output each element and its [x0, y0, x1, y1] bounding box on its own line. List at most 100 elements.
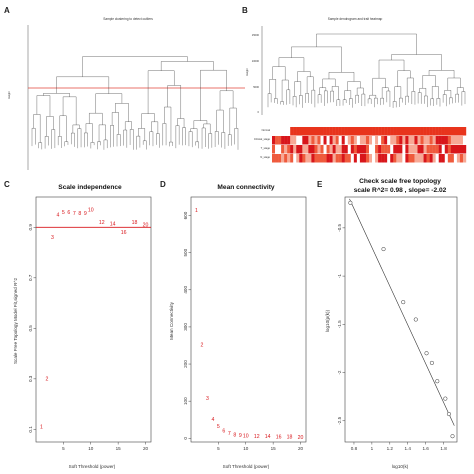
- panel-a: A Sample clustering to detect outliers H…: [4, 6, 245, 170]
- heatmap-cell-r3-c56: [441, 154, 445, 163]
- dendro-b-link-37: [331, 86, 339, 100]
- dendro-a-link-46: [216, 109, 224, 133]
- heatmap-cell-r1-c40: [393, 136, 397, 145]
- plot-e-point-4: [424, 351, 429, 356]
- heatmap-cell-r3-c39: [390, 154, 394, 163]
- heatmap-cell-r1-c30: [362, 136, 367, 145]
- heatmap-cell-r1-c23: [341, 136, 345, 145]
- heatmap-cell-r0-c60: [453, 127, 458, 136]
- heatmap-cell-r1-c9: [299, 136, 303, 145]
- plot-d-xtick-label-2: 15: [271, 446, 277, 451]
- plot-c-xtick-label-2: 15: [116, 446, 122, 451]
- plot-e-ytick-label-0: -2.5: [337, 416, 342, 424]
- heatmap-cell-r1-c44: [405, 136, 409, 145]
- dendro-a-link-39: [125, 121, 132, 131]
- heatmap-cell-r2-c43: [402, 145, 406, 154]
- plot-e-point-5: [429, 360, 434, 365]
- dendro-b-link-23: [411, 91, 416, 105]
- heatmap-cell-r3-c63: [462, 154, 467, 163]
- plot-c-point-4: 5: [62, 210, 65, 216]
- heatmap-cell-r0-c58: [447, 127, 452, 136]
- heatmap-cell-r1-c32: [369, 136, 373, 145]
- heatmap-cell-r0-c18: [326, 127, 330, 136]
- dendro-a-link-22: [175, 125, 180, 149]
- heatmap-cell-r0-c53: [432, 127, 436, 136]
- heatmap-cell-r1-c17: [323, 136, 327, 145]
- heatmap-cell-r1-c10: [302, 136, 306, 145]
- dendro-b-link-61: [391, 54, 442, 71]
- heatmap-cell-r2-c5: [287, 145, 291, 154]
- heatmap-cell-r1-c14: [314, 136, 318, 145]
- panel-b-ytick-5000: 5000: [253, 85, 259, 89]
- heatmap-cell-r2-c50: [423, 145, 427, 154]
- dendro-a-link-50: [89, 113, 103, 125]
- dendro-a-link-19: [156, 133, 160, 148]
- heatmap-cell-r0-c0: [272, 127, 276, 136]
- heatmap-cell-r0-c57: [444, 127, 449, 136]
- plot-e-point-1: [381, 247, 386, 252]
- dendro-a-link-15: [129, 129, 134, 150]
- dendro-b-link-10: [330, 90, 334, 103]
- heatmap-cell-r2-c36: [381, 145, 385, 154]
- dendro-a-link-61: [160, 61, 214, 71]
- heatmap-cell-r1-c5: [287, 136, 291, 145]
- heatmap-cell-r1-c8: [296, 136, 300, 145]
- panel-a-y-label: Height: [7, 91, 11, 99]
- heatmap-cell-r3-c38: [387, 154, 391, 163]
- heatmap-cell-r3-c60: [453, 154, 458, 163]
- dendro-a-link-57: [95, 93, 123, 114]
- heatmap-cell-r0-c34: [375, 127, 379, 136]
- panel-e-y-label: log10(p(k)): [325, 309, 330, 332]
- heatmap-cell-r2-c58: [447, 145, 452, 154]
- heatmap-cell-r1-c1: [275, 136, 279, 145]
- dendro-b-link-62: [316, 33, 417, 55]
- heatmap-cell-r1-c62: [459, 136, 464, 145]
- heatmap-cell-r0-c35: [378, 127, 382, 136]
- heatmap-cell-r2-c17: [323, 145, 327, 154]
- plot-c-point-7: 8: [78, 211, 81, 217]
- heatmap-cell-r2-c40: [393, 145, 397, 154]
- heatmap-cell-r3-c0: [272, 154, 276, 163]
- heatmap-cell-r3-c37: [384, 154, 388, 163]
- heatmap-cell-r0-c51: [426, 127, 430, 136]
- heatmap-cell-r2-c41: [396, 145, 400, 154]
- panel-b-row-n: N_stage: [260, 155, 270, 159]
- dendro-a-link-6: [71, 132, 75, 147]
- panel-c: C Scale independence Scale Free Topology…: [4, 180, 152, 469]
- plot-c-point-6: 7: [73, 211, 76, 217]
- panel-d-y-label: Mean Connectivity: [169, 301, 174, 339]
- dendro-a-link-12: [110, 125, 114, 148]
- dendro-a-link-20: [162, 123, 167, 146]
- heatmap-cell-r2-c53: [432, 145, 436, 154]
- plot-d-point-14: 20: [298, 435, 304, 441]
- dendro-a-link-59: [200, 70, 227, 121]
- heatmap-cell-r2-c1: [275, 145, 279, 154]
- dendro-b-link-45: [431, 86, 439, 99]
- heatmap-cell-r3-c13: [311, 154, 315, 163]
- heatmap-cell-r0-c9: [299, 127, 303, 136]
- dendro-b-link-29: [449, 97, 453, 105]
- heatmap-cell-r2-c49: [420, 145, 424, 154]
- dendro-b-link-20: [392, 101, 397, 108]
- heatmap-cell-r3-c58: [447, 154, 452, 163]
- dendro-a-link-14: [123, 129, 127, 148]
- plot-e-ytick-label-1: -2: [337, 370, 342, 375]
- panel-e: E Check scale free topology scale R^2= 0…: [317, 178, 458, 469]
- heatmap-cell-r2-c44: [405, 145, 409, 154]
- dendro-a-link-58: [147, 70, 175, 114]
- heatmap-cell-r2-c56: [441, 145, 445, 154]
- dendro-b-link-55: [447, 77, 461, 91]
- dendro-b-link-7: [311, 89, 316, 108]
- heatmap-cell-r0-c6: [290, 127, 294, 136]
- plot-d-point-0: 1: [195, 208, 198, 214]
- dendro-a-link-1: [38, 142, 42, 150]
- heatmap-cell-r0-c41: [396, 127, 400, 136]
- heatmap-cell-r1-c38: [387, 136, 391, 145]
- heatmap-cell-r0-c3: [281, 127, 285, 136]
- heatmap-cell-r1-c42: [399, 136, 403, 145]
- heatmap-cell-r3-c21: [335, 154, 339, 163]
- heatmap-cell-r3-c36: [381, 154, 385, 163]
- heatmap-cell-r1-c49: [420, 136, 424, 145]
- plot-c-point-3: 4: [56, 212, 59, 218]
- plot-c-ytick-label-0: 0.1: [28, 426, 33, 433]
